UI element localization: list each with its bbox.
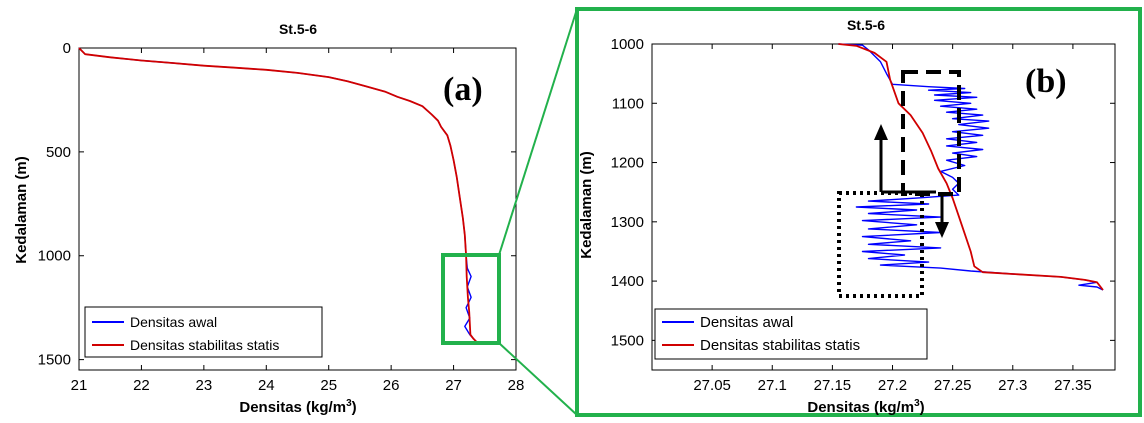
panel-a-ylabel: Kedalaman (m) bbox=[13, 156, 30, 264]
panel-b-frame bbox=[575, 7, 1142, 417]
panel-a-xtick-label: 26 bbox=[383, 377, 400, 394]
zoom-connector-bottom bbox=[498, 342, 578, 416]
panel-a-xtick-label: 23 bbox=[196, 377, 213, 394]
panel-a-ticks: 21 22 23 24 25 26 27 28 0 500 1000 1500 bbox=[38, 40, 525, 394]
panel-b-legend-box bbox=[654, 308, 928, 360]
panel-b-xtick-label: 27.05 bbox=[693, 377, 731, 394]
panel-b-ytick-label: 1300 bbox=[611, 214, 644, 231]
panel-b-xtick-label: 27.1 bbox=[758, 377, 787, 394]
panel-b-title: St.5-6 bbox=[847, 17, 885, 33]
panel-b: St.5-6 27.05 27.1 27.15 27.2 27.25 27.3 27.35 1… bbox=[575, 7, 1142, 417]
panel-b-xtick-label: 27.35 bbox=[1054, 377, 1092, 394]
panel-a-legend-box bbox=[84, 306, 323, 358]
panel-a-ytick-label: 500 bbox=[46, 144, 71, 161]
panel-b-xtick-label: 27.15 bbox=[814, 377, 852, 394]
panel-b-series-densitas-awal bbox=[838, 43, 1104, 291]
panel-a-xtick-label: 24 bbox=[258, 377, 275, 394]
panel-b-legend-awal: Densitas awal bbox=[700, 314, 793, 331]
panel-a-lines bbox=[78, 47, 478, 343]
panel-a-xtick-label: 25 bbox=[320, 377, 337, 394]
panel-b-ylabel: Kedalaman (m) bbox=[578, 151, 595, 259]
arrow-up-head bbox=[874, 124, 888, 140]
panel-a-xtick-label: 22 bbox=[133, 377, 150, 394]
panel-b-label: (b) bbox=[1025, 63, 1067, 100]
zoom-region-box bbox=[441, 253, 501, 345]
panel-b-ytick-label: 1500 bbox=[611, 332, 644, 349]
panel-b-ytick-label: 1200 bbox=[611, 155, 644, 172]
panel-b-series-densitas-stabilitas-statis bbox=[838, 43, 1104, 291]
panel-a-xtick-label: 27 bbox=[445, 377, 462, 394]
panel-b-lines bbox=[838, 43, 1104, 291]
panel-b-xtick-label: 27.25 bbox=[934, 377, 972, 394]
panel-b-ytick-label: 1400 bbox=[611, 273, 644, 290]
panel-b-xlabel: Densitas (kg/m3) bbox=[807, 398, 924, 416]
unstable-region-dashed-box bbox=[901, 70, 961, 196]
panel-a-legend-awal: Densitas awal bbox=[130, 314, 217, 330]
zoom-connector-top bbox=[498, 8, 578, 256]
panel-b-xtick-label: 27.2 bbox=[878, 377, 907, 394]
panel-a-ytick-label: 1000 bbox=[38, 248, 71, 265]
panel-a-xtick-label: 21 bbox=[71, 377, 88, 394]
unstable-region-dotted-box bbox=[837, 191, 924, 298]
panel-b-ytick-label: 1100 bbox=[612, 95, 644, 112]
panel-b-ticks: 27.05 27.1 27.15 27.2 27.25 27.3 27.35 1000 1100… bbox=[611, 36, 1115, 394]
panel-b-legend-stabil: Densitas stabilitas statis bbox=[700, 337, 860, 354]
panel-a-legend: Densitas awal Densitas stabilitas statis bbox=[84, 306, 323, 358]
annotation-arrows bbox=[874, 124, 949, 238]
panel-b-legend: Densitas awal Densitas stabilitas statis bbox=[654, 308, 928, 360]
panel-a-ytick-label: 0 bbox=[63, 40, 71, 57]
panel-a-xlabel: Densitas (kg/m3) bbox=[239, 398, 356, 416]
panel-a-legend-stabil: Densitas stabilitas statis bbox=[130, 337, 279, 353]
panel-a-xtick-label: 28 bbox=[508, 377, 525, 394]
panel-b-ytick-label: 1000 bbox=[611, 36, 644, 53]
panel-a-ytick-label: 1500 bbox=[38, 352, 71, 369]
panel-a-label: (a) bbox=[443, 71, 483, 108]
panel-a-title: St.5-6 bbox=[279, 21, 317, 37]
arrow-down-head bbox=[935, 222, 949, 238]
panel-a-series-densitas-stabilitas-statis bbox=[78, 47, 478, 343]
panel-b-xtick-label: 27.3 bbox=[998, 377, 1027, 394]
